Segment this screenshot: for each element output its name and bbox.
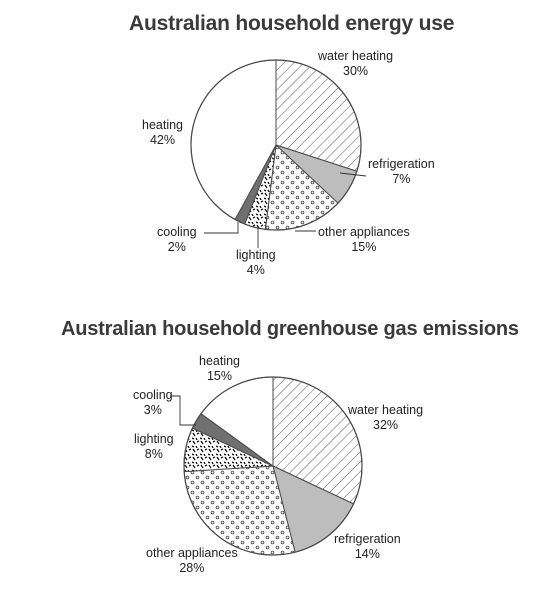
leader-line-energy-cooling [204,222,239,234]
chart-title-emissions: Australian household greenhouse gas emis… [61,318,519,340]
slice-value: 32% [373,418,399,432]
label-energy-water-heating: water heating 30% [318,49,393,79]
slice-label: lighting [236,248,276,262]
slice-value: 42% [149,133,176,147]
label-emissions-refrigeration: refrigeration 14% [334,532,401,562]
leader-line-energy-refrigeration [339,172,367,177]
slice-value: 28% [179,561,205,575]
pie-outline-energy [190,59,362,231]
pie-outline-emissions [183,376,363,556]
slice-value: 8% [144,447,163,461]
label-energy-refrigeration: refrigeration 7% [368,157,435,187]
slice-label: cooling [133,388,173,402]
slice-value: 3% [143,403,162,417]
slice-value: 2% [167,240,186,254]
slice-value: 4% [246,263,265,277]
slice-label: refrigeration [368,157,435,171]
leader-lines [170,172,367,426]
slice-value: 15% [206,369,233,383]
label-energy-cooling: cooling 2% [157,225,197,255]
slice-label: heating [142,118,184,132]
label-energy-lighting: lighting 4% [236,248,276,278]
slice-value: 7% [392,172,411,186]
slice-value: 14% [354,547,380,561]
label-energy-other-appliances: other appliances 15% [318,225,410,255]
label-emissions-heating: heating 15% [199,354,240,384]
label-emissions-lighting: lighting 8% [134,432,174,462]
label-emissions-water-heating: water heating 32% [348,403,423,433]
slice-label: heating [199,354,241,368]
slice-label: other appliances [318,225,410,239]
slice-value: 30% [343,64,369,78]
slice-label: lighting [134,432,174,446]
label-energy-heating: heating 42% [142,118,183,148]
slice-label: refrigeration [334,532,401,546]
slice-label: other appliances [146,546,238,560]
label-emissions-other-appliances: other appliances 28% [146,546,238,576]
pie-emissions [183,376,363,556]
slice-label: water heating [318,49,394,63]
slice-value: 15% [351,240,377,254]
slice-label: cooling [157,225,197,239]
pie-energy-use [190,59,362,231]
leader-line-emissions-cooling [170,395,196,426]
slice-label: water heating [348,403,424,417]
chart-title-energy-use: Australian household energy use [129,12,455,35]
label-emissions-cooling: cooling 3% [133,388,173,418]
